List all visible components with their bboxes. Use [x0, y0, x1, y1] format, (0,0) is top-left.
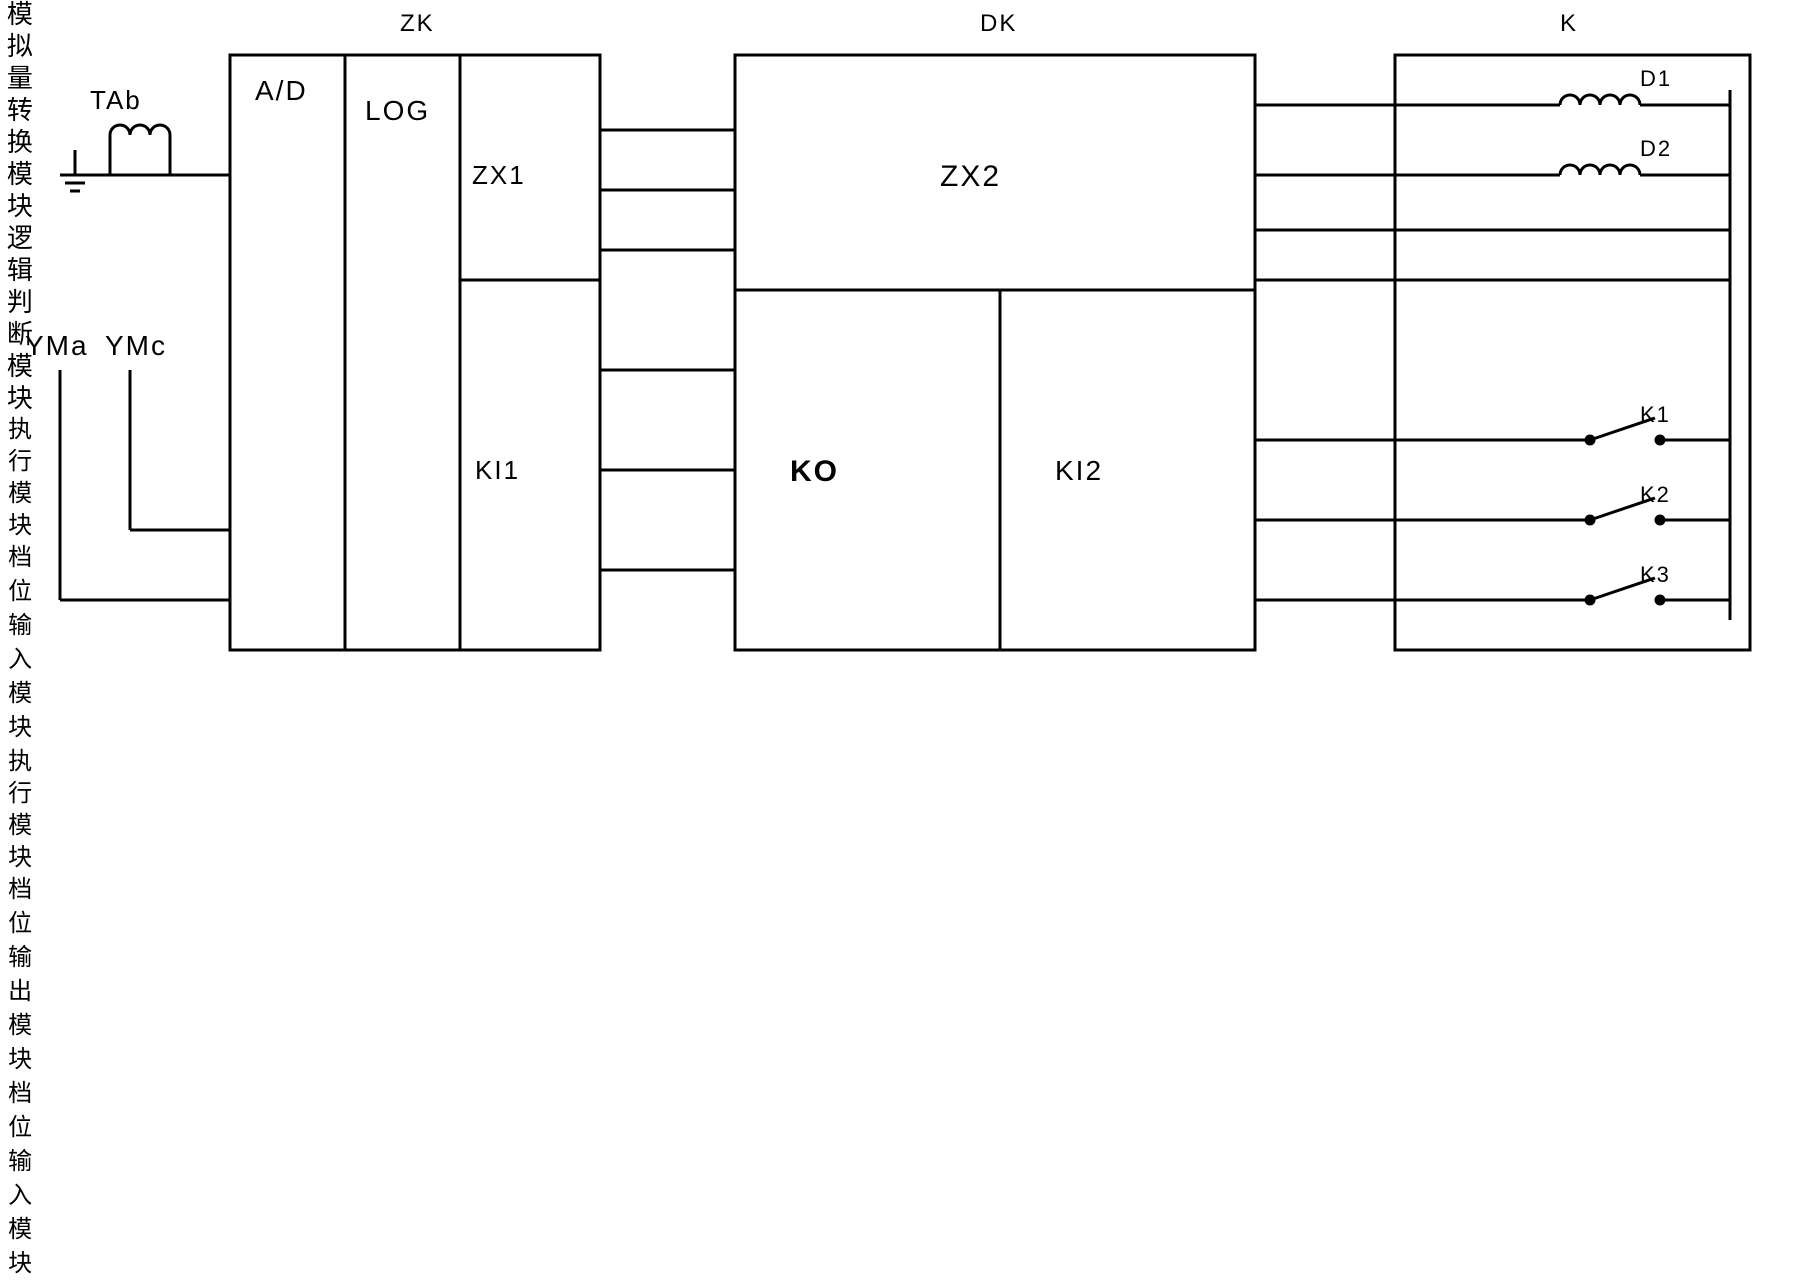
ymc-label: YMc	[105, 330, 167, 362]
d2-label: D2	[1640, 136, 1672, 162]
zk-top-label: ZK	[400, 10, 435, 38]
zx2-vert-label: 执行模块	[0, 748, 34, 876]
k1-label: K1	[1640, 402, 1671, 428]
ki1-label: KI1	[475, 455, 520, 486]
k2-label: K2	[1640, 482, 1671, 508]
k3-label: K3	[1640, 562, 1671, 588]
ko-label: KO	[790, 455, 839, 489]
yma-label: YMa	[25, 330, 89, 362]
d1-label: D1	[1640, 66, 1672, 92]
ad-top-label: A/D	[255, 75, 308, 107]
zx2-label: ZX2	[940, 160, 1001, 194]
log-top-label: LOG	[365, 95, 430, 127]
k-top-label: K	[1560, 10, 1578, 38]
ko-vert-label: 档位输出模块	[0, 876, 34, 1080]
ki2-label: KI2	[1055, 455, 1103, 487]
ki2-vert-label: 档位输入模块	[0, 1080, 34, 1284]
tab-label: TAb	[90, 85, 142, 116]
dk-top-label: DK	[980, 10, 1017, 38]
zx1-label: ZX1	[472, 160, 526, 191]
